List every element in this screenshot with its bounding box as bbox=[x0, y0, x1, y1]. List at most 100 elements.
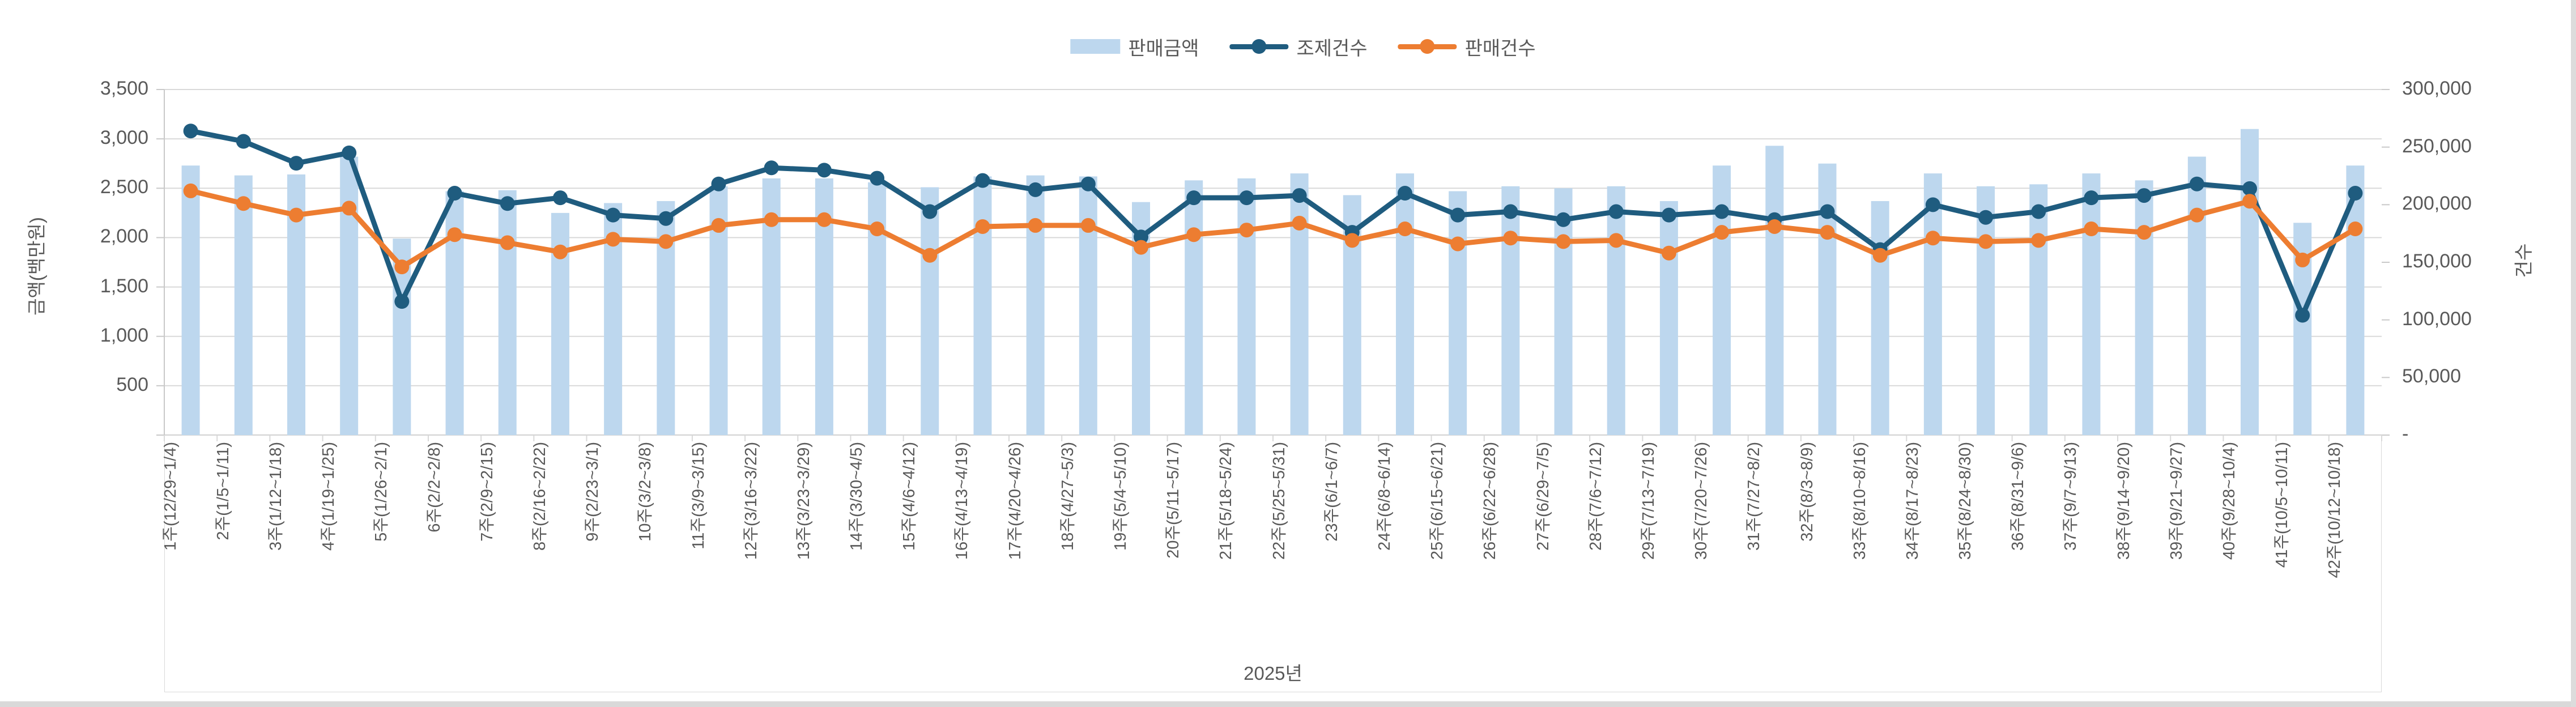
sales-amount-bar bbox=[868, 182, 887, 435]
sales-count-point bbox=[236, 196, 251, 211]
line-marker-swatch-icon bbox=[1229, 39, 1289, 54]
sales-count-point bbox=[922, 248, 938, 263]
window-edge-right bbox=[2571, 0, 2576, 707]
sales-amount-bar bbox=[1395, 173, 1414, 435]
sales-amount-bar bbox=[1765, 146, 1784, 435]
left-axis-tick-label: 3,000 bbox=[100, 127, 148, 149]
legend-label: 판매금액 bbox=[1128, 37, 1199, 59]
sales-amount-bar bbox=[2029, 184, 2048, 435]
sales-count-point bbox=[447, 227, 462, 242]
x-axis-category-label: 38주(9/14~9/20) bbox=[2114, 442, 2133, 560]
sales-count-point bbox=[1397, 222, 1412, 237]
dispense-count-point bbox=[2348, 186, 2363, 201]
dispense-count-point bbox=[394, 294, 410, 309]
sales-amount-bar bbox=[1185, 180, 1203, 435]
legend-item-sales-amount: 판매금액 bbox=[1070, 33, 1199, 61]
x-axis-year-label: 2025년 bbox=[1244, 663, 1302, 684]
dispense-count-point bbox=[1714, 204, 1730, 219]
x-axis-category-label: 27주(6/29~7/5) bbox=[1534, 442, 1552, 551]
sales-count-point bbox=[1661, 245, 1676, 261]
sales-amount-bar bbox=[234, 175, 253, 435]
dispense-count-point bbox=[1239, 190, 1254, 206]
x-axis-category-label: 2주(1/5~1/11) bbox=[214, 442, 232, 540]
dispense-count-point bbox=[2295, 308, 2310, 323]
dispense-count-point bbox=[606, 207, 621, 223]
dispense-count-point bbox=[288, 156, 304, 171]
dispense-count-point bbox=[816, 163, 832, 178]
sales-count-line bbox=[188, 188, 2358, 270]
dispense-count-point bbox=[1397, 186, 1412, 201]
x-axis-category-label: 19주(5/4~5/10) bbox=[1112, 442, 1130, 551]
sales-count-point bbox=[342, 201, 357, 216]
x-axis-category-label: 8주(2/16~2/22) bbox=[530, 442, 549, 551]
sales-count-point bbox=[711, 218, 726, 233]
x-axis-category-label: 1주(12/29~1/4) bbox=[161, 442, 180, 551]
dispense-count-point bbox=[1608, 204, 1624, 219]
dispense-count-point bbox=[658, 211, 674, 226]
dispense-count-point bbox=[1556, 212, 1571, 227]
sales-count-point bbox=[1450, 236, 1466, 252]
sales-count-point bbox=[1292, 215, 1307, 231]
sales-count-point bbox=[2242, 194, 2258, 209]
sales-amount-bar bbox=[1923, 173, 1942, 435]
x-axis-category-label: 6주(2/2~2/8) bbox=[425, 442, 444, 533]
sales-amount-bar bbox=[2241, 129, 2259, 435]
right-axis-tick-label: - bbox=[2402, 423, 2409, 445]
sales-amount-bar bbox=[1607, 186, 1625, 435]
dispense-count-point bbox=[2084, 190, 2099, 206]
x-axis-label-box bbox=[164, 435, 2382, 692]
sales-count-point bbox=[1134, 240, 1149, 255]
dispense-count-point bbox=[922, 204, 938, 219]
sales-count-point bbox=[1186, 227, 1202, 242]
dispense-count-point bbox=[1134, 229, 1149, 245]
legend: 판매금액 조제건수 판매건수 bbox=[1070, 33, 1536, 61]
dispense-count-point bbox=[2031, 204, 2046, 219]
x-axis-category-label: 25주(6/15~6/21) bbox=[1428, 442, 1447, 560]
dispense-count-point bbox=[1978, 210, 1994, 225]
x-axis-category-label: 16주(4/13~4/19) bbox=[953, 442, 972, 560]
dispense-count-point bbox=[2242, 181, 2258, 196]
x-axis-category-label: 10주(3/2~3/8) bbox=[636, 442, 655, 542]
sales-count-point bbox=[394, 259, 410, 275]
sales-amount-bar bbox=[2082, 173, 2101, 435]
dispense-count-point bbox=[975, 173, 990, 188]
right-axis-tick-label: 200,000 bbox=[2402, 193, 2472, 215]
x-axis-category-label: 31주(7/27~8/2) bbox=[1745, 442, 1764, 551]
dispense-count-point bbox=[342, 145, 357, 160]
dispense-count-point bbox=[447, 186, 462, 201]
x-axis-category-label: 41주(10/5~10/11) bbox=[2273, 442, 2292, 568]
sales-count-point bbox=[1239, 223, 1254, 238]
x-axis-category-label: 33주(8/10~8/16) bbox=[1850, 442, 1869, 560]
sales-amount-bar bbox=[1079, 176, 1097, 435]
sales-count-point bbox=[1714, 225, 1730, 240]
legend-label: 판매건수 bbox=[1464, 37, 1536, 59]
sales-count-point bbox=[500, 235, 515, 250]
sales-count-point bbox=[975, 219, 990, 234]
sales-amount-bar bbox=[1237, 178, 1256, 435]
dispense-count-point bbox=[1503, 204, 1518, 219]
dispense-count-point bbox=[236, 134, 251, 149]
sales-count-point bbox=[1978, 234, 1994, 249]
x-axis-category-label: 12주(3/16~3/22) bbox=[742, 442, 760, 560]
x-axis-category-label: 30주(7/20~7/26) bbox=[1692, 442, 1711, 560]
sales-count-point bbox=[816, 212, 832, 227]
sales-amount-bar bbox=[498, 190, 517, 435]
x-axis-category-label: 22주(5/25~5/31) bbox=[1270, 442, 1288, 560]
sales-amount-bar bbox=[1871, 201, 1889, 435]
sales-amount-bar bbox=[1659, 201, 1678, 435]
x-axis-category-label: 11주(3/9~3/15) bbox=[689, 442, 708, 550]
left-axis-tick-label: 2,500 bbox=[100, 176, 148, 198]
sales-amount-bar bbox=[1290, 173, 1309, 435]
sales-count-point bbox=[1028, 218, 1043, 233]
sales-count-point bbox=[2348, 222, 2363, 237]
x-axis-category-label: 21주(5/18~5/24) bbox=[1217, 442, 1236, 560]
right-axis-tick-label: 50,000 bbox=[2402, 365, 2461, 387]
dispense-count-point bbox=[1186, 190, 1202, 206]
sales-amount-bar bbox=[2135, 180, 2153, 435]
sales-count-point bbox=[183, 183, 198, 198]
dispense-count-point bbox=[1292, 188, 1307, 203]
x-axis-category-label: 9주(2/23~3/1) bbox=[584, 442, 602, 542]
left-axis-tick-label: 2,000 bbox=[100, 225, 148, 248]
